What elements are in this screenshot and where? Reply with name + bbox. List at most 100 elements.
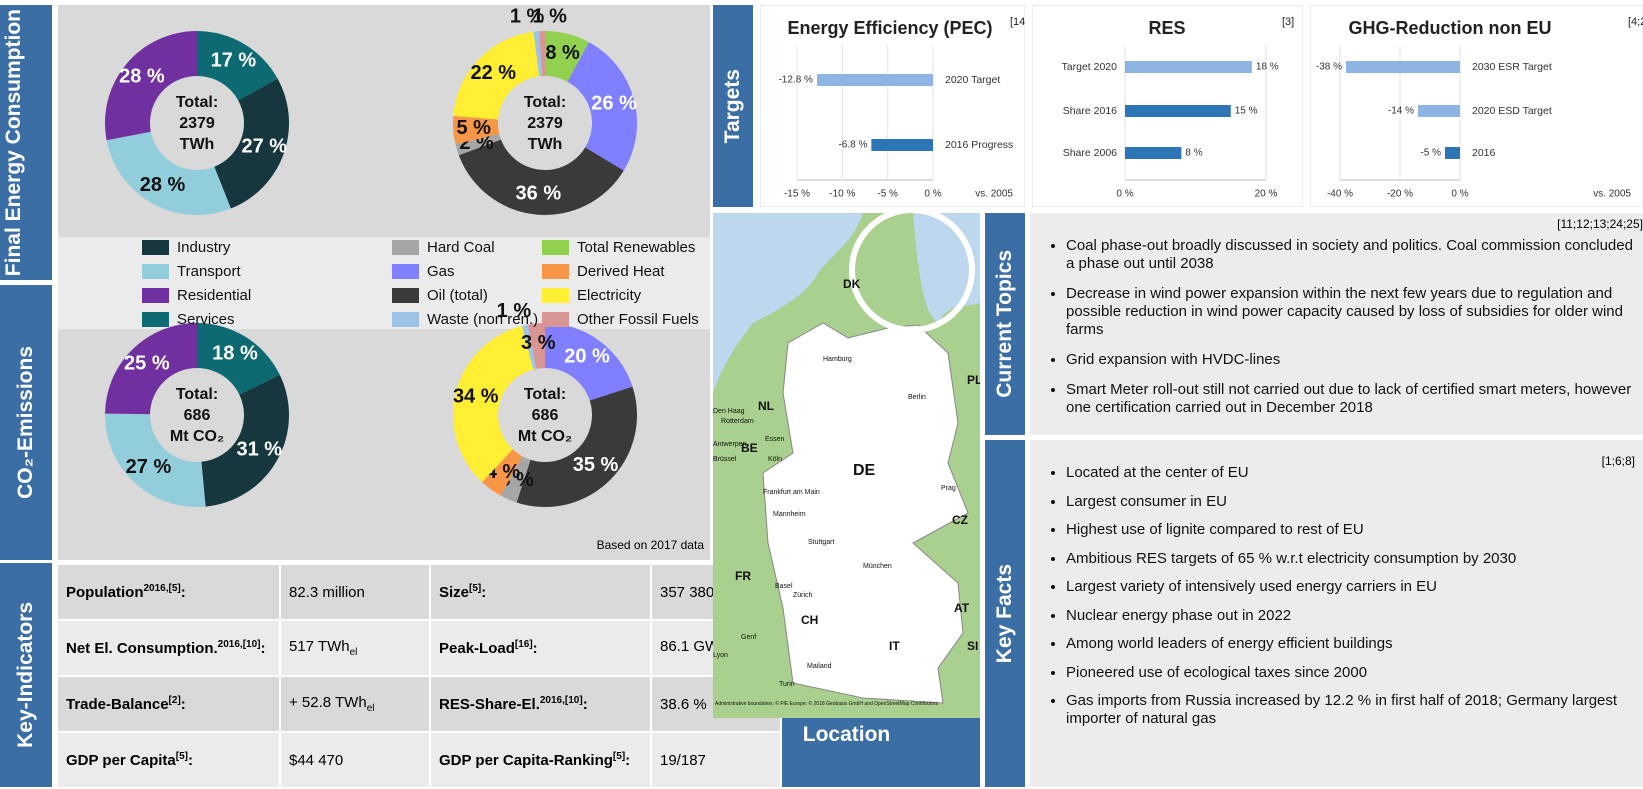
cell-text: el (349, 647, 358, 658)
donut-segment (533, 31, 543, 77)
cell-text: + 52.8 TWh (289, 694, 367, 711)
indicator-cell: 82.3 million (279, 563, 431, 621)
axis-note: vs. 2005 (1593, 189, 1631, 200)
cell-text: GDP per Capita (66, 752, 176, 769)
value-label: -12.8 % (778, 75, 813, 86)
section-label: CO₂-Emissions (0, 285, 52, 560)
cell-text: : (625, 752, 631, 769)
indicator-table: Population2016,[5]: 82.3 million Size[5]: 3… (56, 563, 782, 789)
fact-item: Among world leaders of energy efficient … (1066, 635, 1643, 653)
indicator-cell: RES-Share-El.2016,[10]: (429, 675, 652, 733)
legend-swatch (392, 239, 419, 255)
topics-list: Coal phase-out broadly discussed in soci… (1030, 213, 1643, 417)
section-label: Key Facts (985, 440, 1025, 787)
value-label: 28 % (140, 174, 186, 196)
donut-segment (527, 323, 545, 369)
cell-text: 2016,[10] (217, 639, 261, 650)
value-label: 27 % (126, 456, 172, 478)
city: Stuttgart (808, 539, 835, 546)
donut-segment (482, 449, 523, 496)
country-label: PL (967, 373, 980, 387)
cell-text: : (481, 584, 487, 601)
legend-swatch (392, 263, 419, 279)
cell-text: [16] (514, 639, 533, 650)
value-label: 22 % (470, 62, 516, 84)
note: Based on 2017 data (597, 538, 705, 552)
donut-segment (197, 31, 278, 101)
legend-label: Waste (non ren.) (427, 310, 539, 328)
bar (1125, 105, 1231, 117)
indicator-cell: 19/187 (650, 731, 782, 789)
category-label: 2020 ESD Target (1472, 105, 1552, 117)
country-label: AT (954, 601, 970, 615)
cell-text: $44 470 (289, 751, 344, 769)
reference: [1;6;8] (1601, 454, 1635, 468)
value-label: 1 % (532, 5, 567, 27)
center-label: Mt CO₂ (170, 428, 224, 445)
donut-segment (455, 133, 501, 156)
fact-item: Highest use of lignite compared to rest … (1066, 521, 1643, 539)
category-label: Target 2020 (1062, 61, 1118, 73)
legend-label: Industry (177, 238, 231, 256)
cell-text: [5] (612, 751, 626, 762)
cell-text: : (180, 696, 186, 713)
indicator-cell: Size[5]: (429, 563, 652, 621)
donut-segment (105, 31, 197, 141)
category-label: 2016 Progress (945, 139, 1013, 151)
value-label: 1 % (497, 300, 532, 322)
center-label: 686 (184, 407, 211, 424)
legend-item: Waste (non ren.) (392, 307, 538, 331)
donut-segment (214, 78, 289, 209)
category-label: 2030 ESR Target (1472, 61, 1552, 73)
target-chart: RES [3] 0 % 20 % 18 % Target 2020 15 % Share 20… (1032, 5, 1303, 207)
legend-swatch (542, 311, 569, 327)
x-tick-label: 20 % (1255, 189, 1278, 200)
legend-label: Residential (177, 286, 252, 304)
donut-segment (522, 324, 537, 370)
cell-text: : (188, 752, 193, 769)
value-label: 8 % (1185, 148, 1202, 159)
bar (871, 139, 933, 151)
donut-segment (453, 31, 540, 120)
cell-text: : (180, 584, 186, 601)
section-label: Targets (713, 5, 753, 207)
section-label: Current Topics (985, 213, 1025, 435)
x-tick-label: -40 % (1327, 189, 1353, 200)
country-label: CZ (952, 513, 968, 527)
x-tick-label: 0 % (1116, 189, 1133, 200)
center-label: 2379 (179, 115, 215, 132)
country-label: DK (843, 277, 861, 291)
legend-swatch (142, 311, 169, 327)
city: Turin (779, 681, 795, 688)
target-chart: GHG-Reduction non EU [4;28] -40 % -20 % 0 % v… (1310, 5, 1643, 207)
legend-swatch (542, 239, 569, 255)
x-tick-label: 0 % (924, 189, 941, 200)
legend-label: Oil (total) (427, 286, 488, 304)
x-tick-label: -20 % (1387, 189, 1413, 200)
target-chart: Energy Efficiency (PEC) [14] -15 % -10 % -5 … (760, 5, 1025, 207)
donut-segment (201, 374, 289, 507)
legend-item: Gas (392, 259, 455, 283)
topic-item: Grid expansion with HVDC-lines (1066, 351, 1643, 369)
city: Frankfurt am Main (763, 489, 820, 496)
cell-text: 517 TWh (289, 638, 350, 655)
country-label: IT (889, 639, 900, 653)
value-label: 5 % (456, 117, 491, 139)
indicator-row: Trade-Balance[2]: + 52.8 TWhel RES-Share-E… (56, 675, 782, 733)
cell-text: Trade-Balance (66, 696, 169, 713)
value-label: 27 % (241, 136, 287, 158)
category-label: Share 2006 (1063, 147, 1117, 159)
cell-text: [2] (168, 695, 181, 706)
section-label: Key-Indicators (0, 563, 52, 787)
x-tick-label: 0 % (1451, 189, 1468, 200)
category-label: 2020 Target (945, 74, 1000, 86)
category-label: Share 2016 (1063, 105, 1117, 117)
indicator-row: GDP per Capita [5]: $44 470 GDP per Capita-… (56, 731, 782, 789)
chart-title: Energy Efficiency (PEC) (787, 18, 992, 38)
cell-text: RES-Share-El. (439, 696, 540, 713)
indicator-cell: GDP per Capita-Ranking[5]: (429, 731, 652, 789)
value-label: 1 % (510, 6, 545, 28)
city: Lyon (713, 652, 728, 659)
legend-label: Hard Coal (427, 238, 495, 256)
